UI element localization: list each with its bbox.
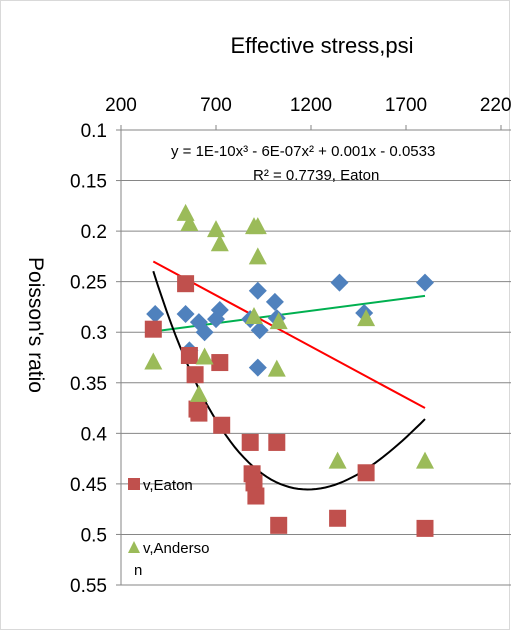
x-tick-label: 700 xyxy=(200,95,232,116)
point-triangle xyxy=(267,359,286,377)
point-diamond xyxy=(330,273,349,292)
y-tick-label: 0.25 xyxy=(70,273,107,294)
chart-title: Effective stress,psi xyxy=(231,33,414,58)
point-triangle xyxy=(328,451,347,469)
x-tick-label: 1200 xyxy=(290,95,332,116)
point-diamond xyxy=(250,321,269,340)
point-triangle xyxy=(245,307,263,325)
legend-label-anderson-part2: n xyxy=(134,562,142,579)
legend-label-anderson-part1: v,Anderso xyxy=(143,540,209,557)
legend-marker-eaton xyxy=(128,478,140,490)
y-tick-label: 0.35 xyxy=(70,374,107,395)
point-diamond xyxy=(265,292,284,311)
point-diamond xyxy=(195,323,214,342)
point-triangle xyxy=(269,312,288,330)
point-diamond xyxy=(248,358,267,377)
point-triangle xyxy=(207,220,225,238)
data-points xyxy=(144,203,434,537)
x-tick-label: 200 xyxy=(105,95,137,116)
point-triangle xyxy=(357,309,376,327)
y-tick-label: 0.1 xyxy=(81,121,107,142)
legend-label-eaton: v,Eaton xyxy=(143,477,193,494)
point-triangle xyxy=(195,347,214,365)
y-tick-label: 0.3 xyxy=(81,323,107,344)
point-square xyxy=(190,404,208,422)
point-square xyxy=(329,509,347,527)
trend-r-squared: R² = 0.7739, Eaton xyxy=(253,167,379,184)
trend-equation: y = 1E-10x³ - 6E-07x² + 0.001x - 0.0533 xyxy=(171,143,435,160)
y-tick-label: 0.45 xyxy=(70,475,107,496)
point-square xyxy=(245,474,263,492)
point-square xyxy=(180,346,198,364)
y-tick-label: 0.55 xyxy=(70,576,107,597)
point-diamond xyxy=(176,305,195,324)
point-square xyxy=(268,433,286,451)
point-square xyxy=(186,366,204,384)
point-triangle xyxy=(144,352,163,370)
y-axis-label: Poisson's ratio xyxy=(24,257,47,393)
point-square xyxy=(144,320,162,338)
legend-marker-anderson xyxy=(128,541,140,553)
point-square xyxy=(357,464,375,482)
point-diamond xyxy=(146,305,165,324)
point-triangle xyxy=(416,451,434,469)
point-triangle xyxy=(176,203,195,221)
point-square xyxy=(241,433,259,451)
point-square xyxy=(211,354,229,372)
point-diamond xyxy=(248,281,267,300)
point-triangle xyxy=(248,217,267,235)
point-diamond xyxy=(416,273,434,292)
legend: v,Eaton v,Anderso n xyxy=(128,477,209,579)
trendline-linear-1 xyxy=(152,260,426,409)
point-square xyxy=(270,516,288,534)
y-tick-label: 0.5 xyxy=(81,525,107,546)
y-tick-label: 0.2 xyxy=(81,222,107,243)
y-tick-label: 0.15 xyxy=(70,172,107,193)
point-square xyxy=(416,519,434,537)
x-tick-label: 1700 xyxy=(385,95,427,116)
point-triangle xyxy=(189,384,208,402)
y-tick-label: 0.4 xyxy=(81,424,108,445)
point-triangle xyxy=(248,247,267,265)
point-triangle xyxy=(210,234,229,252)
y-tick-labels: 0.1 0.15 0.2 0.25 0.3 0.35 0.4 0.45 0.5 0.55 xyxy=(70,121,107,597)
point-square xyxy=(213,416,231,434)
point-square xyxy=(247,487,265,505)
point-triangle xyxy=(180,214,199,232)
point-square xyxy=(177,275,195,293)
grid-lines xyxy=(116,125,511,586)
point-diamond xyxy=(210,300,229,319)
